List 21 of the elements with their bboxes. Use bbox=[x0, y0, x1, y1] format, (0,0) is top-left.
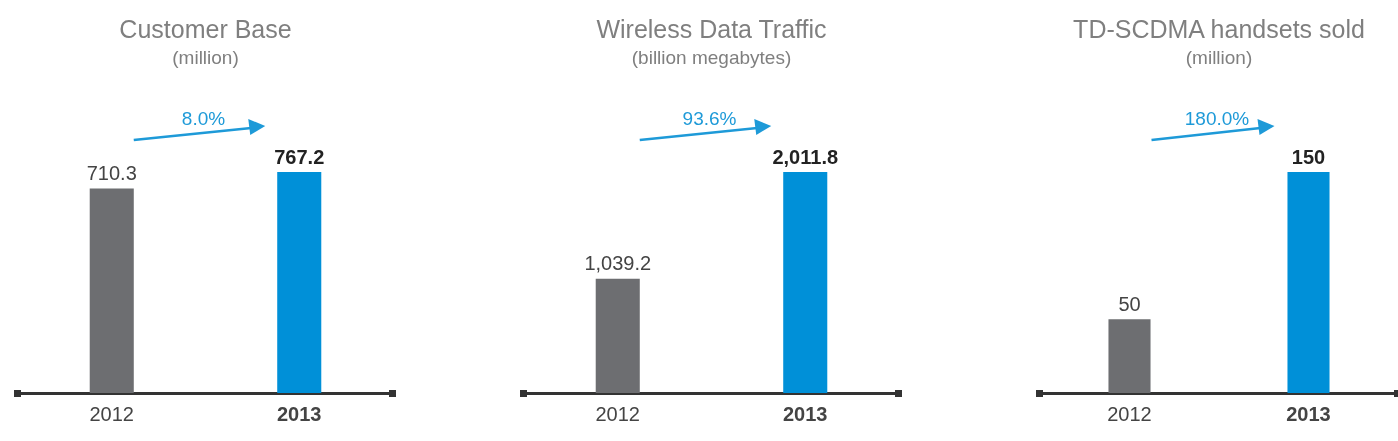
data-label: 2,011.8 bbox=[772, 145, 839, 168]
data-label: 767.2 bbox=[274, 145, 325, 168]
data-label: 50 bbox=[1118, 292, 1141, 315]
x-tick-label: 2013 bbox=[783, 402, 828, 425]
x-tick-label: 2013 bbox=[1286, 402, 1331, 425]
chart-subtitle: (million) bbox=[172, 47, 239, 68]
data-label: 710.3 bbox=[86, 161, 137, 184]
x-tick-label: 2012 bbox=[89, 402, 134, 425]
text: 180.0% bbox=[1184, 108, 1250, 129]
chart-title: Wireless Data Traffic bbox=[596, 15, 827, 43]
chart-subtitle: (million) bbox=[1185, 47, 1253, 68]
chart-title: TD-SCDMA handsets sold bbox=[1073, 15, 1365, 43]
x-tick-label: 2012 bbox=[595, 402, 640, 425]
chart-title: Customer Base bbox=[119, 15, 292, 43]
chart-subtitle: (billion megabytes) bbox=[631, 47, 792, 68]
data-label: 1,039.2 bbox=[584, 252, 652, 275]
text: 93.6% bbox=[682, 108, 737, 129]
text: 8.0% bbox=[181, 108, 226, 129]
x-tick-label: 2012 bbox=[1107, 402, 1152, 425]
x-tick-label: 2013 bbox=[277, 402, 322, 425]
data-label: 150 bbox=[1291, 145, 1326, 168]
